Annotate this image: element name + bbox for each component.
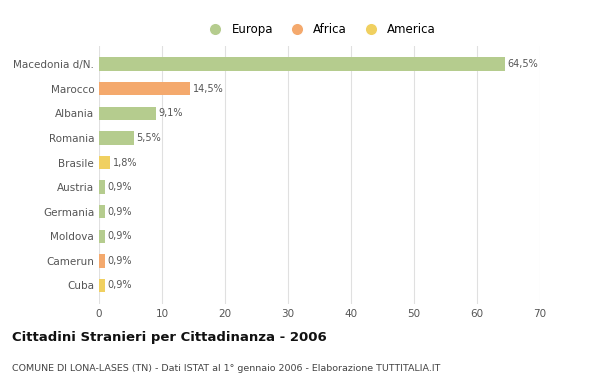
Bar [99,131,134,145]
Bar [99,57,505,71]
Bar [99,254,104,268]
Text: 0,9%: 0,9% [107,207,131,217]
Bar [99,106,157,120]
Text: 0,9%: 0,9% [107,256,131,266]
Bar [99,230,104,243]
Text: 64,5%: 64,5% [508,59,539,69]
Text: 9,1%: 9,1% [159,108,184,118]
Text: 5,5%: 5,5% [136,133,161,143]
Text: 1,8%: 1,8% [113,157,137,168]
Bar [99,205,104,218]
Bar [99,180,104,194]
Text: COMUNE DI LONA-LASES (TN) - Dati ISTAT al 1° gennaio 2006 - Elaborazione TUTTITA: COMUNE DI LONA-LASES (TN) - Dati ISTAT a… [12,364,440,373]
Bar [99,82,190,95]
Text: 14,5%: 14,5% [193,84,224,94]
Text: 0,9%: 0,9% [107,280,131,290]
Bar [99,279,104,292]
Legend: Europa, Africa, America: Europa, Africa, America [199,18,440,40]
Text: 0,9%: 0,9% [107,231,131,241]
Text: Cittadini Stranieri per Cittadinanza - 2006: Cittadini Stranieri per Cittadinanza - 2… [12,331,327,344]
Text: 0,9%: 0,9% [107,182,131,192]
Bar [99,156,110,169]
